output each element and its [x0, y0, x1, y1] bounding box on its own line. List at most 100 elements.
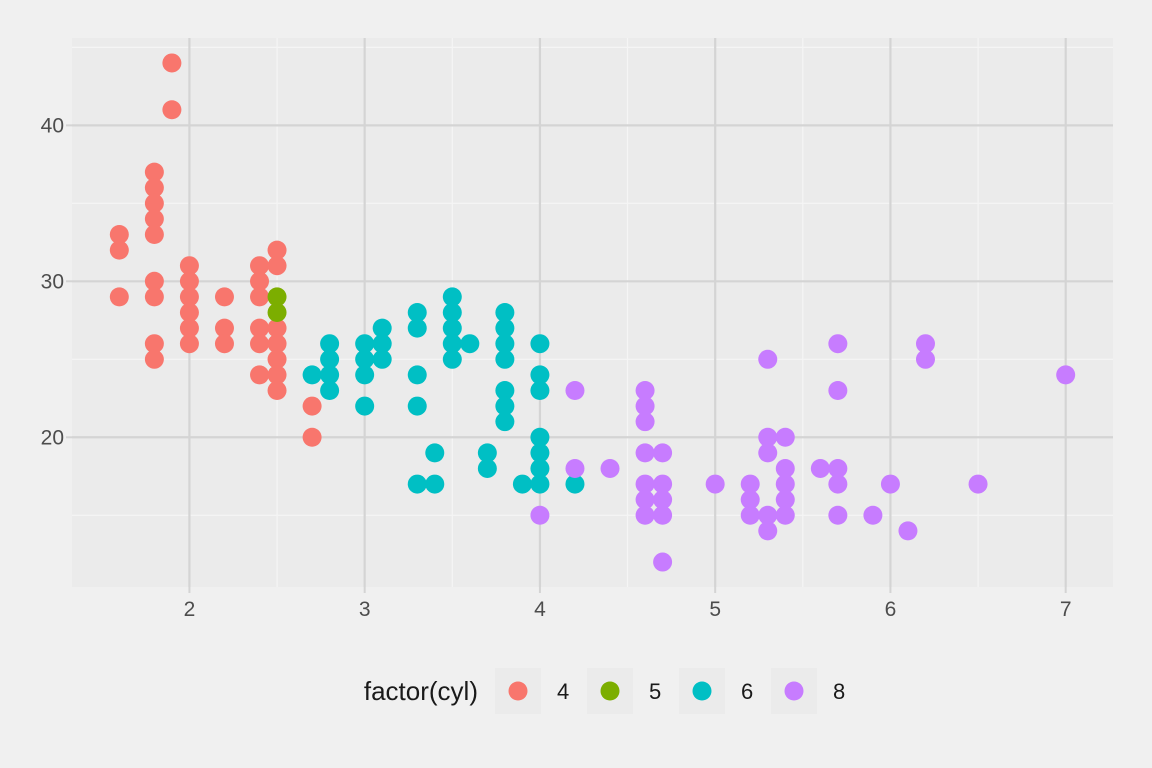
data-point-cyl-4 — [144, 178, 164, 198]
data-point-cyl-8 — [653, 552, 673, 572]
data-point-cyl-4 — [144, 162, 164, 182]
data-point-cyl-6 — [495, 318, 515, 338]
data-point-cyl-5 — [267, 287, 287, 307]
legend-label-4: 4 — [557, 679, 569, 704]
data-point-cyl-4 — [250, 365, 270, 385]
x-tick-label: 6 — [885, 598, 897, 621]
data-point-cyl-6 — [565, 474, 585, 494]
data-point-cyl-6 — [407, 396, 427, 416]
data-point-cyl-4 — [144, 225, 164, 245]
data-point-cyl-6 — [477, 458, 497, 478]
data-point-cyl-4 — [144, 349, 164, 369]
data-point-cyl-4 — [162, 100, 182, 120]
data-point-cyl-4 — [179, 303, 199, 322]
data-point-cyl-8 — [810, 458, 830, 478]
data-point-cyl-8 — [600, 458, 620, 478]
data-point-cyl-8 — [758, 427, 778, 447]
data-point-cyl-4 — [267, 380, 287, 400]
data-point-cyl-8 — [758, 443, 778, 463]
data-point-cyl-8 — [775, 427, 795, 447]
data-point-cyl-8 — [635, 505, 655, 525]
data-point-cyl-6 — [495, 303, 515, 322]
data-point-cyl-4 — [250, 318, 270, 338]
data-point-cyl-4 — [267, 365, 287, 385]
data-point-cyl-6 — [442, 287, 462, 307]
x-tick-label: 7 — [1060, 598, 1072, 621]
legend-swatch-5 — [600, 681, 620, 701]
data-point-cyl-6 — [425, 443, 445, 463]
data-point-cyl-8 — [635, 443, 655, 463]
data-point-cyl-6 — [442, 318, 462, 338]
data-point-cyl-6 — [320, 365, 340, 385]
data-point-cyl-6 — [530, 443, 550, 463]
data-point-cyl-4 — [267, 240, 287, 260]
data-point-cyl-6 — [442, 334, 462, 354]
data-point-cyl-8 — [828, 458, 848, 478]
data-point-cyl-4 — [179, 334, 199, 354]
data-point-cyl-8 — [775, 474, 795, 494]
data-point-cyl-6 — [425, 474, 445, 494]
data-point-cyl-8 — [828, 334, 848, 354]
data-point-cyl-4 — [250, 256, 270, 276]
x-tick-label: 2 — [184, 598, 196, 621]
data-point-cyl-4 — [250, 271, 270, 291]
data-point-cyl-4 — [267, 334, 287, 354]
data-point-cyl-6 — [355, 334, 375, 354]
data-point-cyl-6 — [355, 365, 375, 385]
data-point-cyl-8 — [635, 396, 655, 416]
legend-label-6: 6 — [741, 679, 753, 704]
data-point-cyl-8 — [635, 490, 655, 510]
legend: factor(cyl) 4 5 6 8 — [364, 668, 845, 714]
data-point-cyl-8 — [775, 505, 795, 525]
legend-label-5: 5 — [649, 679, 661, 704]
data-point-cyl-8 — [740, 490, 760, 510]
data-point-cyl-6 — [495, 380, 515, 400]
axis-tick-labels: 2 3 4 5 6 7 20 30 40 — [41, 114, 1072, 621]
data-point-cyl-8 — [828, 474, 848, 494]
data-point-cyl-4 — [179, 256, 199, 276]
data-point-cyl-8 — [530, 505, 550, 525]
data-point-cyl-6 — [512, 474, 532, 494]
data-point-cyl-6 — [460, 334, 480, 354]
data-point-cyl-4 — [302, 427, 322, 447]
data-point-cyl-6 — [530, 380, 550, 400]
data-point-cyl-8 — [1056, 365, 1076, 385]
data-point-cyl-8 — [565, 458, 585, 478]
data-point-cyl-6 — [372, 334, 392, 354]
data-point-cyl-8 — [828, 505, 848, 525]
data-point-cyl-4 — [302, 396, 322, 416]
data-point-cyl-4 — [214, 334, 234, 354]
data-point-cyl-6 — [407, 474, 427, 494]
data-point-cyl-6 — [355, 349, 375, 369]
y-tick-label: 30 — [41, 270, 64, 293]
x-tick-label: 4 — [534, 598, 546, 621]
data-point-cyl-6 — [442, 303, 462, 322]
data-point-cyl-6 — [407, 365, 427, 385]
data-point-cyl-6 — [372, 318, 392, 338]
data-point-cyl-6 — [477, 443, 497, 463]
data-point-cyl-8 — [775, 490, 795, 510]
y-tick-label: 20 — [41, 426, 64, 449]
legend-swatch-4 — [508, 681, 528, 701]
data-point-cyl-4 — [179, 287, 199, 307]
x-tick-label: 3 — [359, 598, 371, 621]
data-point-cyl-8 — [828, 380, 848, 400]
data-point-cyl-6 — [320, 334, 340, 354]
data-point-cyl-6 — [530, 365, 550, 385]
data-point-cyl-4 — [214, 287, 234, 307]
x-tick-label: 5 — [709, 598, 721, 621]
data-point-cyl-4 — [214, 318, 234, 338]
data-point-cyl-4 — [109, 287, 129, 307]
data-point-cyl-4 — [144, 209, 164, 229]
data-point-cyl-8 — [635, 380, 655, 400]
data-point-cyl-4 — [250, 287, 270, 307]
data-point-cyl-8 — [758, 349, 778, 369]
data-point-cyl-6 — [320, 380, 340, 400]
data-point-cyl-6 — [407, 318, 427, 338]
data-point-cyl-4 — [267, 256, 287, 276]
data-point-cyl-6 — [407, 303, 427, 322]
data-point-cyl-6 — [530, 474, 550, 494]
data-point-cyl-4 — [144, 193, 164, 213]
data-point-cyl-8 — [915, 334, 935, 354]
